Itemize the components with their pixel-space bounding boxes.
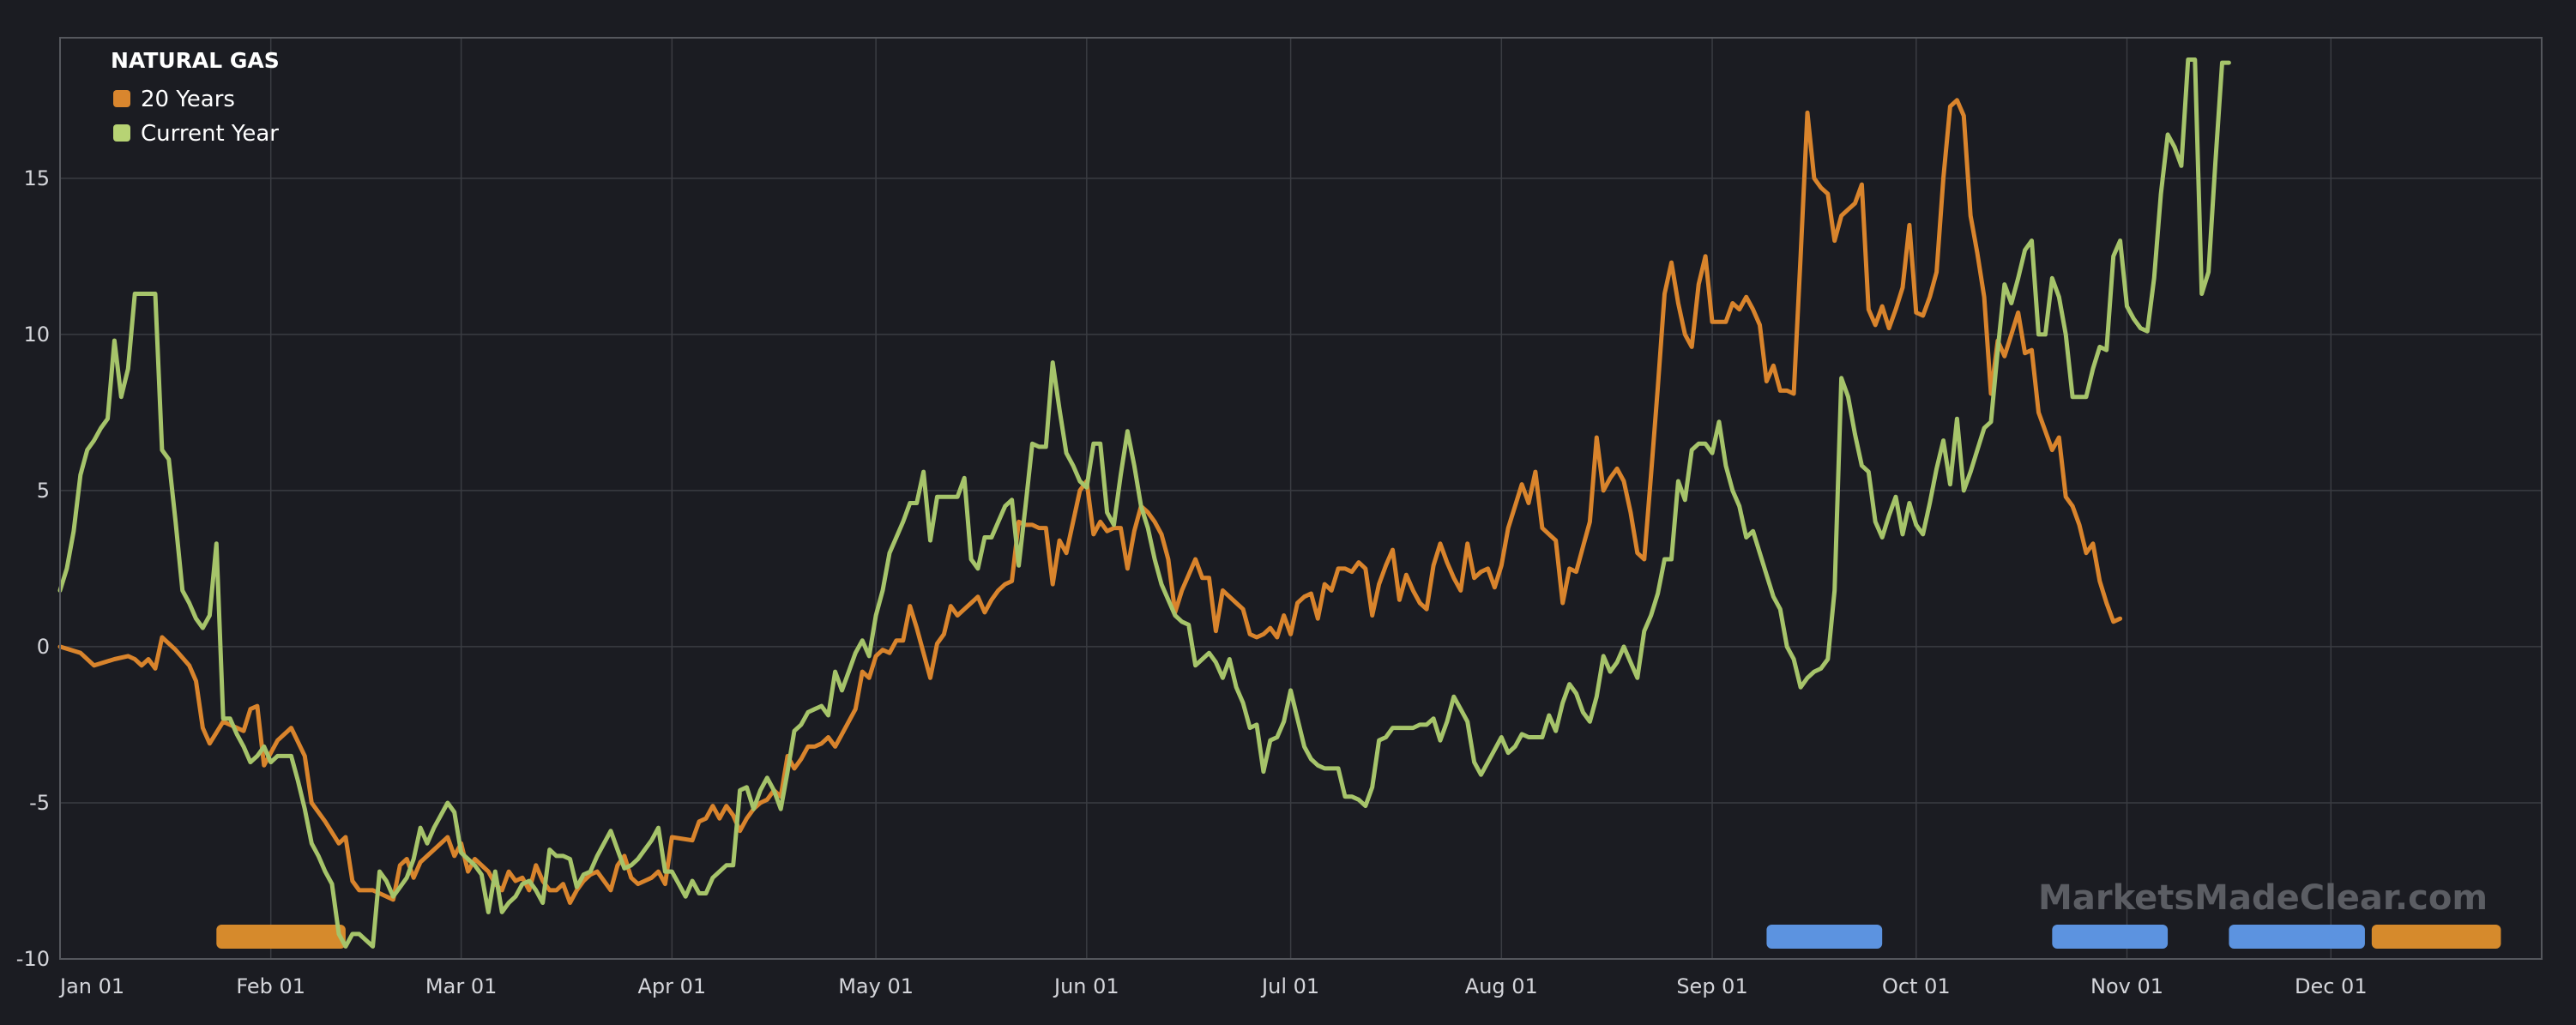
x-tick-label: May 01 (838, 974, 914, 998)
x-tick-label: Oct 01 (1882, 974, 1951, 998)
range-marker-orange (2371, 925, 2501, 949)
plot-frame (59, 37, 2543, 960)
range-marker-blue (2052, 925, 2169, 949)
axis-ticks: 15 10 5 0 -5 -10 Jan 01 Feb 01 Mar 01 Apr 01 May 0… (16, 166, 2368, 998)
y-tick-label: 0 (37, 635, 50, 659)
x-tick-label: Aug 01 (1465, 974, 1538, 998)
series-lines (57, 57, 2231, 949)
legend-label-20-years[interactable]: 20 Years (141, 87, 235, 112)
legend-swatch-current-year (113, 124, 130, 142)
range-marker-blue (2229, 925, 2365, 949)
range-marker-blue (1766, 925, 1883, 949)
legend-label-current-year[interactable]: Current Year (141, 121, 279, 147)
x-tick-label: Feb 01 (236, 974, 305, 998)
x-tick-label: Jun 01 (1053, 974, 1119, 998)
y-tick-label: 5 (37, 479, 50, 503)
x-tick-label: Jul 01 (1260, 974, 1319, 998)
x-tick-label: Apr 01 (637, 974, 706, 998)
x-tick-label: Jan 01 (58, 974, 124, 998)
y-tick-label: -10 (16, 947, 50, 971)
x-tick-label: Mar 01 (425, 974, 497, 998)
legend: NATURAL GAS 20 Years Current Year (111, 48, 280, 147)
legend-swatch-20-years (113, 90, 130, 107)
y-tick-label: 10 (23, 323, 50, 347)
y-tick-label: -5 (29, 791, 50, 815)
watermark: MarketsMadeClear.com (2038, 878, 2488, 918)
range-markers (216, 925, 2501, 949)
y-tick-label: 15 (23, 166, 50, 190)
x-tick-label: Sep 01 (1676, 974, 1747, 998)
legend-title: NATURAL GAS (111, 48, 280, 73)
series-line-current-year (57, 57, 2231, 949)
range-marker-orange (216, 925, 346, 949)
x-tick-label: Nov 01 (2090, 974, 2163, 998)
x-tick-label: Dec 01 (2295, 974, 2368, 998)
